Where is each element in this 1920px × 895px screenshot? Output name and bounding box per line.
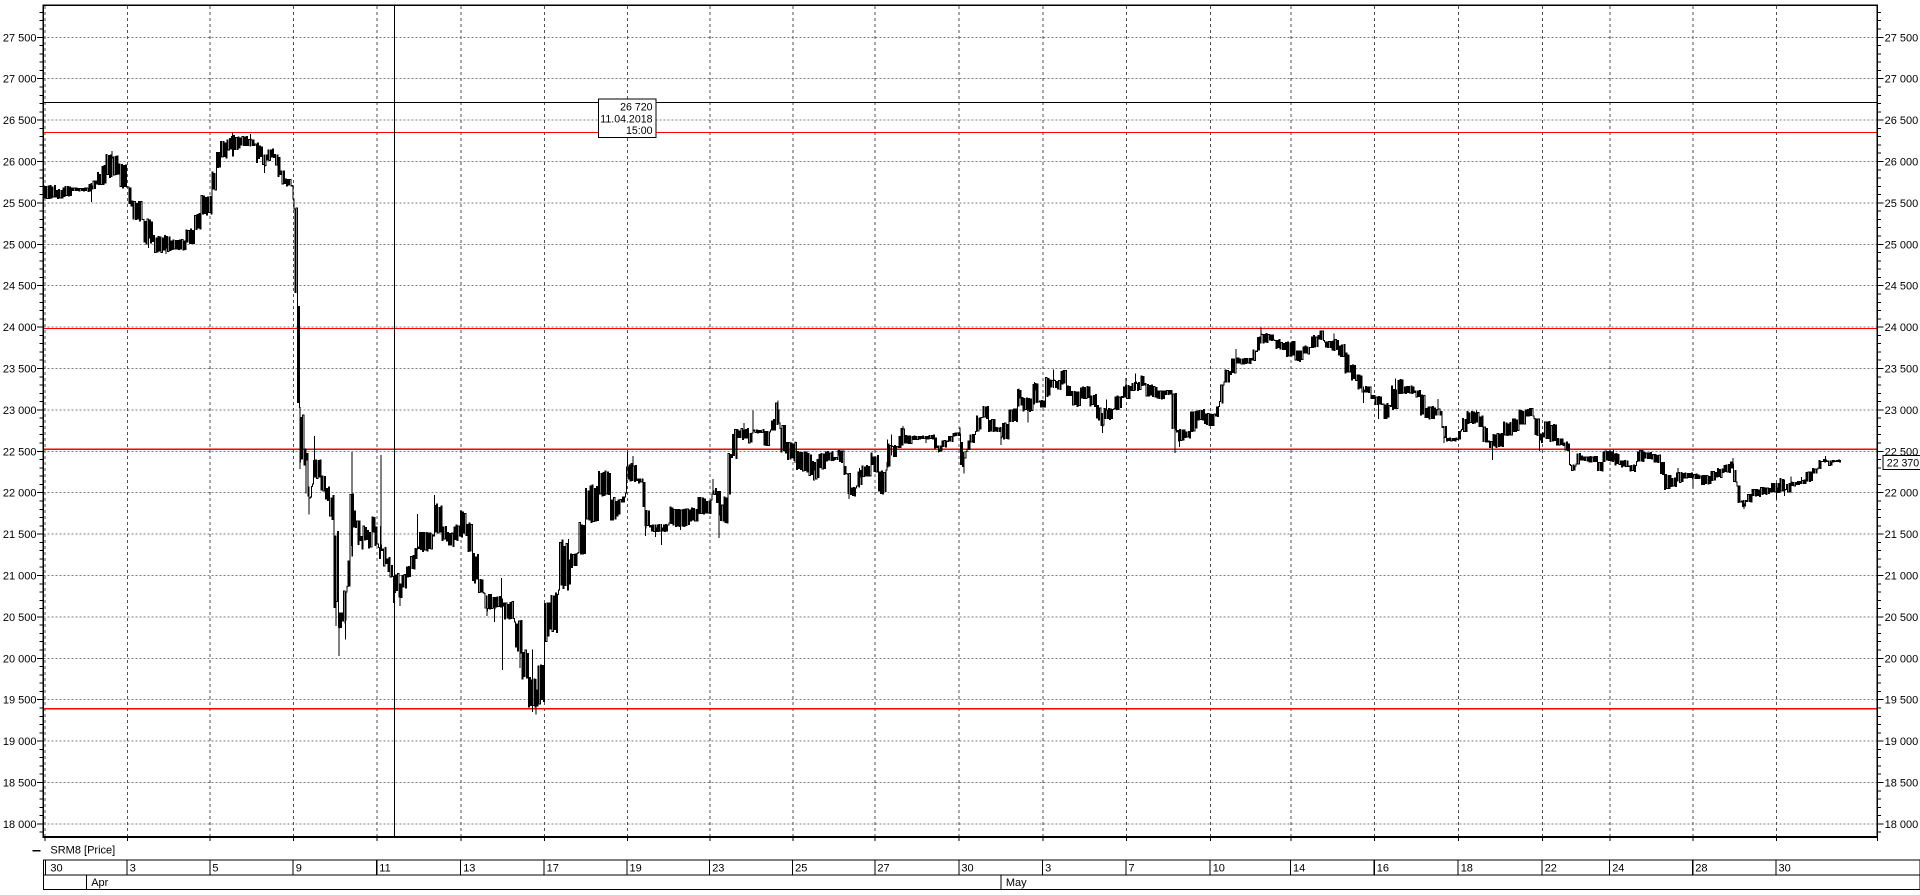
svg-text:3: 3 — [130, 863, 136, 875]
svg-text:9: 9 — [296, 863, 302, 875]
svg-text:22: 22 — [1545, 863, 1557, 875]
svg-text:23 500: 23 500 — [3, 364, 37, 376]
svg-text:24 500: 24 500 — [1885, 281, 1919, 293]
svg-text:24 000: 24 000 — [3, 322, 37, 334]
svg-text:26 500: 26 500 — [1885, 115, 1919, 127]
svg-text:11.04.2018: 11.04.2018 — [600, 113, 652, 125]
svg-text:25 500: 25 500 — [1885, 198, 1919, 210]
svg-text:21 000: 21 000 — [1885, 571, 1919, 583]
svg-text:18 500: 18 500 — [3, 778, 37, 790]
svg-text:SRM8 [Price]: SRM8 [Price] — [50, 845, 115, 857]
svg-text:23 500: 23 500 — [1885, 364, 1919, 376]
svg-text:17: 17 — [547, 863, 559, 875]
svg-text:Apr: Apr — [91, 877, 108, 889]
svg-text:18 000: 18 000 — [3, 819, 37, 831]
svg-text:7: 7 — [1129, 863, 1135, 875]
svg-text:23 000: 23 000 — [3, 405, 37, 417]
svg-text:24: 24 — [1612, 863, 1624, 875]
svg-text:24 000: 24 000 — [1885, 322, 1919, 334]
svg-text:May: May — [1006, 877, 1027, 889]
svg-text:26 000: 26 000 — [3, 157, 37, 169]
svg-text:11: 11 — [379, 863, 390, 875]
svg-text:28: 28 — [1695, 863, 1707, 875]
svg-text:23 000: 23 000 — [1885, 405, 1919, 417]
svg-text:26 720: 26 720 — [620, 102, 653, 114]
svg-text:16: 16 — [1377, 863, 1389, 875]
svg-text:14: 14 — [1293, 863, 1305, 875]
svg-text:23: 23 — [712, 863, 724, 875]
svg-text:25 500: 25 500 — [3, 198, 37, 210]
svg-text:19: 19 — [630, 863, 642, 875]
svg-text:25 000: 25 000 — [1885, 239, 1919, 251]
svg-text:15:00: 15:00 — [626, 125, 653, 137]
svg-text:30: 30 — [50, 863, 62, 875]
svg-text:22 500: 22 500 — [3, 446, 37, 458]
svg-text:5: 5 — [212, 863, 218, 875]
svg-text:24 500: 24 500 — [3, 281, 37, 293]
svg-text:18 500: 18 500 — [1885, 778, 1919, 790]
svg-text:10: 10 — [1213, 863, 1225, 875]
svg-text:25 000: 25 000 — [3, 239, 37, 251]
svg-text:27 000: 27 000 — [1885, 74, 1919, 86]
svg-text:22 370: 22 370 — [1887, 457, 1920, 469]
svg-text:20 500: 20 500 — [3, 612, 37, 624]
svg-text:20 000: 20 000 — [3, 653, 37, 665]
svg-text:20 500: 20 500 — [1885, 612, 1919, 624]
svg-text:20 000: 20 000 — [1885, 653, 1919, 665]
svg-text:22 000: 22 000 — [1885, 488, 1919, 500]
svg-text:27 500: 27 500 — [3, 32, 37, 44]
svg-text:27: 27 — [877, 863, 889, 875]
svg-text:18: 18 — [1461, 863, 1473, 875]
svg-text:13: 13 — [463, 863, 475, 875]
svg-text:19 000: 19 000 — [1885, 736, 1919, 748]
svg-text:21 500: 21 500 — [1885, 529, 1919, 541]
svg-text:19 500: 19 500 — [1885, 695, 1919, 707]
svg-text:19 500: 19 500 — [3, 695, 37, 707]
svg-text:22 000: 22 000 — [3, 488, 37, 500]
svg-text:21 500: 21 500 — [3, 529, 37, 541]
svg-text:19 000: 19 000 — [3, 736, 37, 748]
svg-text:30: 30 — [1779, 863, 1791, 875]
svg-text:18 000: 18 000 — [1885, 819, 1919, 831]
svg-text:27 000: 27 000 — [3, 74, 37, 86]
svg-text:26 500: 26 500 — [3, 115, 37, 127]
svg-text:21 000: 21 000 — [3, 571, 37, 583]
svg-text:25: 25 — [795, 863, 807, 875]
svg-text:26 000: 26 000 — [1885, 157, 1919, 169]
svg-text:3: 3 — [1045, 863, 1051, 875]
svg-text:30: 30 — [961, 863, 973, 875]
svg-text:27 500: 27 500 — [1885, 32, 1919, 44]
